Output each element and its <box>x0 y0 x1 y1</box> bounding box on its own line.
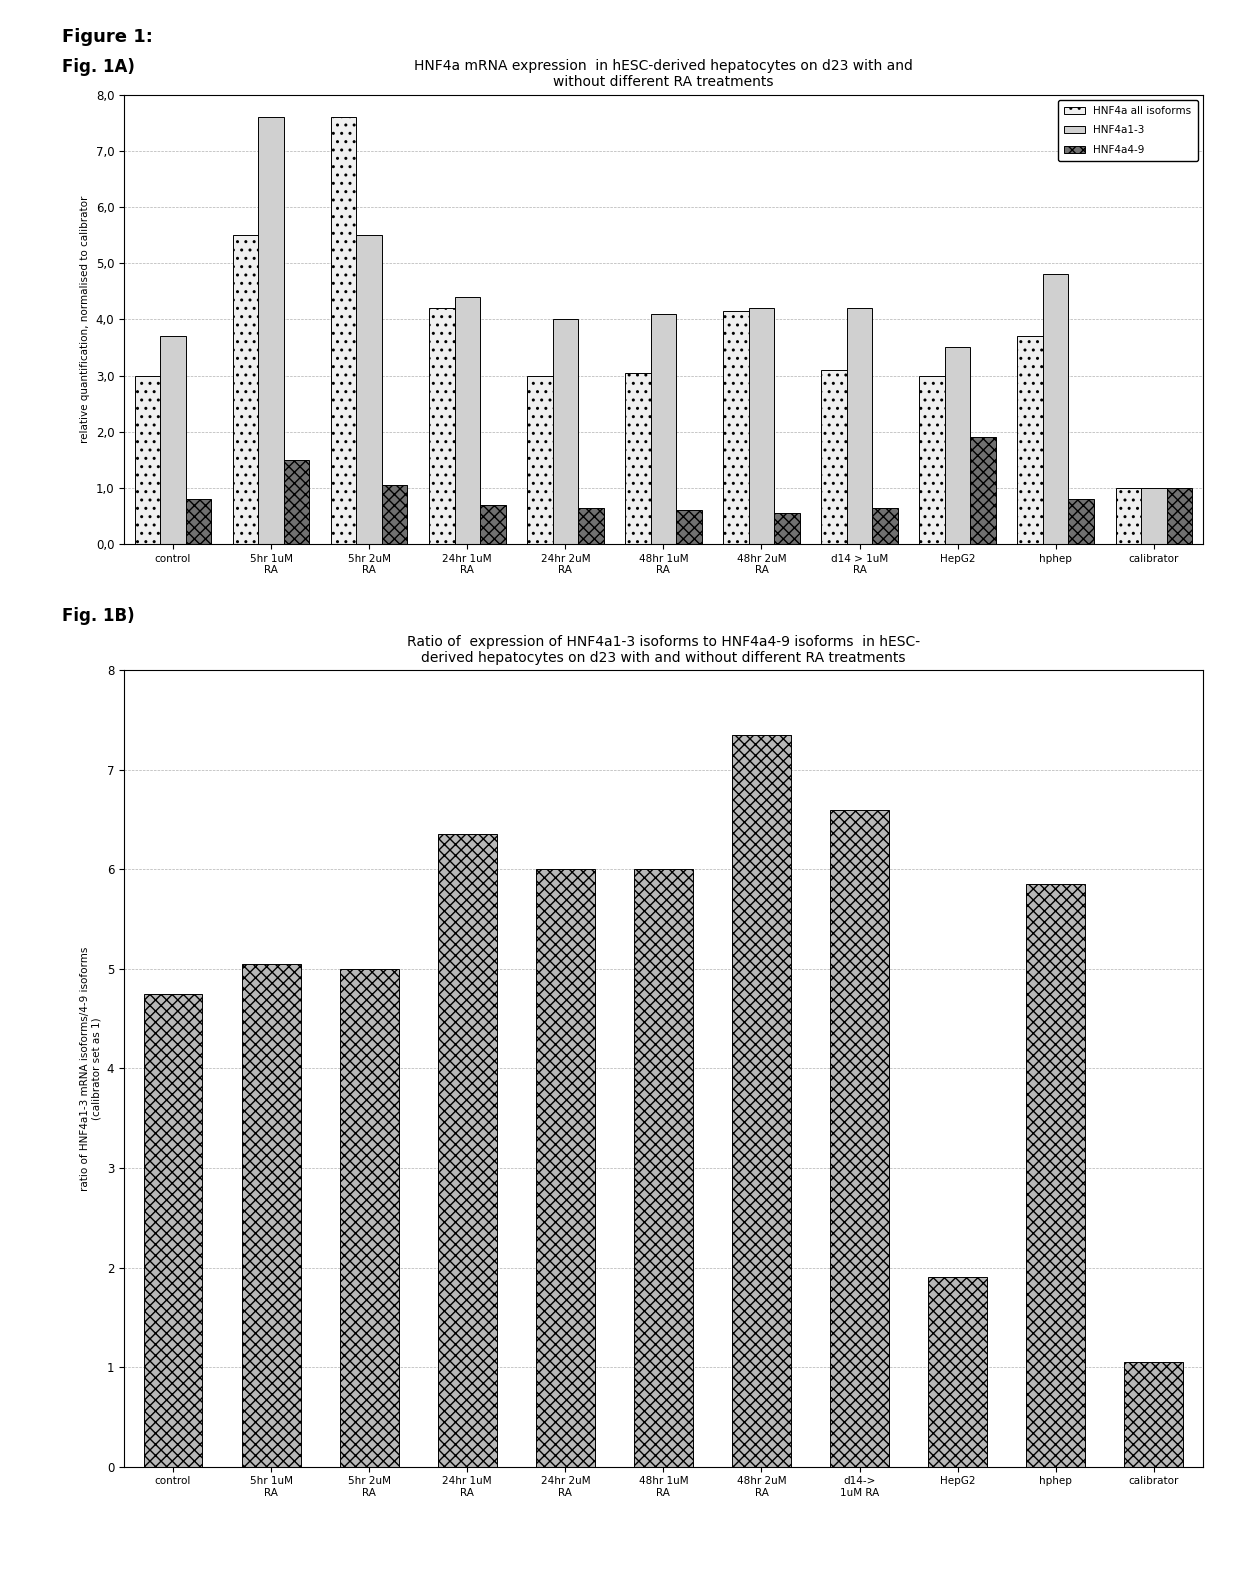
Bar <box>527 375 553 544</box>
Bar <box>480 505 506 544</box>
Bar <box>872 508 898 544</box>
Bar <box>929 1277 987 1467</box>
Bar <box>382 486 408 544</box>
Text: Fig. 1A): Fig. 1A) <box>62 58 135 76</box>
Bar <box>1125 1363 1183 1467</box>
Bar <box>830 809 889 1467</box>
Bar <box>438 834 497 1467</box>
Title: Ratio of  expression of HNF4a1-3 isoforms to HNF4a4-9 isoforms  in hESC-
derived: Ratio of expression of HNF4a1-3 isoforms… <box>407 634 920 665</box>
Bar <box>847 308 872 544</box>
Legend: HNF4a all isoforms, HNF4a1-3, HNF4a4-9: HNF4a all isoforms, HNF4a1-3, HNF4a4-9 <box>1058 99 1198 161</box>
Bar <box>242 964 300 1467</box>
Bar <box>258 117 284 544</box>
Bar <box>919 375 945 544</box>
Bar <box>1069 498 1094 544</box>
Bar <box>749 308 774 544</box>
Bar <box>356 235 382 544</box>
Bar <box>186 498 211 544</box>
Text: Figure 1:: Figure 1: <box>62 28 153 46</box>
Y-axis label: ratio of HNF4a1-3 mRNA isoforms/4-9 isoforms
(calibrator set as 1): ratio of HNF4a1-3 mRNA isoforms/4-9 isof… <box>79 946 102 1191</box>
Bar <box>578 508 604 544</box>
Bar <box>1018 336 1043 544</box>
Bar <box>723 311 749 544</box>
Bar <box>284 460 309 544</box>
Bar <box>160 336 186 544</box>
Bar <box>774 513 800 544</box>
Bar <box>945 347 971 544</box>
Bar <box>625 372 651 544</box>
Bar <box>676 511 702 544</box>
Bar <box>340 968 398 1467</box>
Bar <box>732 735 791 1467</box>
Bar <box>536 869 595 1467</box>
Bar <box>233 235 258 544</box>
Y-axis label: relative quantification, normalised to calibrator: relative quantification, normalised to c… <box>81 196 91 443</box>
Bar <box>1141 487 1167 544</box>
Bar <box>651 314 676 544</box>
Bar <box>331 117 356 544</box>
Bar <box>1167 487 1192 544</box>
Text: Fig. 1B): Fig. 1B) <box>62 607 135 624</box>
Bar <box>429 308 455 544</box>
Bar <box>821 371 847 544</box>
Bar <box>553 320 578 544</box>
Bar <box>144 994 202 1467</box>
Bar <box>971 437 996 544</box>
Bar <box>1116 487 1141 544</box>
Bar <box>455 296 480 544</box>
Bar <box>1043 274 1069 544</box>
Bar <box>634 869 693 1467</box>
Title: HNF4a mRNA expression  in hESC-derived hepatocytes on d23 with and
without diffe: HNF4a mRNA expression in hESC-derived he… <box>414 58 913 90</box>
Bar <box>135 375 160 544</box>
Bar <box>1027 885 1085 1467</box>
